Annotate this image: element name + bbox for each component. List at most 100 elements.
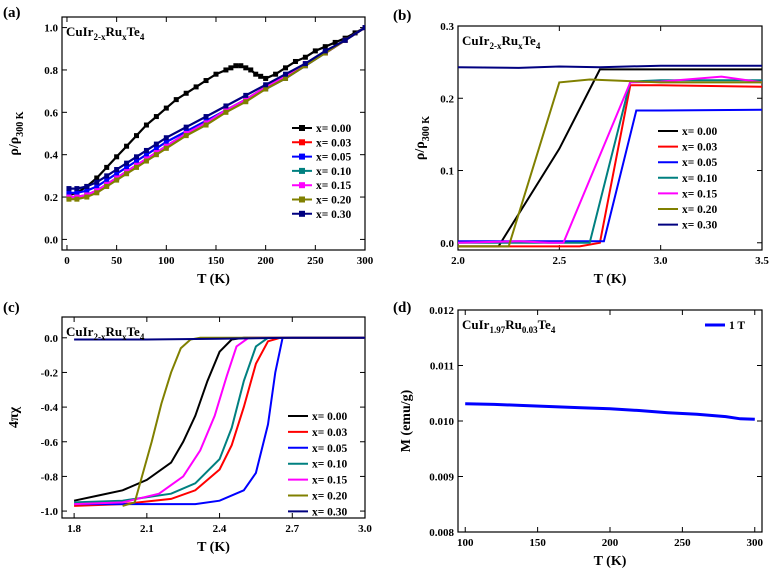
series-line [465,402,755,421]
series-6 [74,336,365,341]
y-tick-label: 0.012 [429,305,454,317]
legend-label: x= 0.30 [312,506,348,518]
legend-item: x= 0.10 [292,166,352,178]
data-point [134,133,140,139]
chart-panel-3: (d) 100 150 200 250 300 0.008 0.009 0.010 0.011 0.… [393,300,764,569]
legend-label: x= 0.03 [316,137,352,149]
data-point [243,92,249,98]
data-point [283,75,289,81]
data-point [203,122,209,128]
legend-item: x= 0.05 [658,157,718,169]
series-5 [458,78,762,248]
data-point [124,164,130,170]
y-tick-label: 1.0 [44,23,58,35]
x-tick-label-text: 250 [674,537,691,549]
compound-subscript: 0.03 [522,325,538,335]
panel-label-text: (b) [393,8,411,24]
x-tick-label: 150 [529,537,546,549]
x-tick-label-text: 2.0 [451,255,465,267]
x-tick-label: 0 [64,255,70,267]
legend-label-text: x= 0.10 [316,166,352,178]
legend-item: x= 0.03 [288,427,348,439]
legend-item: x= 0.03 [658,142,718,154]
x-tick-label-text: 2.4 [213,523,227,535]
x-tick-label-text: 300 [357,255,374,267]
y-tick-label: -0.2 [41,367,59,379]
x-axis-label-text: T (K) [594,272,627,287]
y-tick-label: 0.1 [440,166,454,178]
data-point [322,48,328,54]
data-point [263,82,269,88]
data-point [238,63,244,69]
data-point [94,179,100,185]
data-point [94,175,100,181]
legend-label: x= 0.30 [316,209,352,221]
y-axis-label-subscript: 300 K [421,116,432,142]
data-point [104,173,110,179]
legend-label-text: x= 0.30 [312,506,348,518]
y-tick-label-text: 0.2 [440,93,454,105]
compound-subscript: 4 [140,32,145,42]
legend-label: x= 0.30 [682,220,718,232]
data-point [84,194,90,200]
legend-item: x= 0.00 [658,126,718,138]
legend-label-text: x= 0.15 [316,180,352,192]
data-point [233,63,239,69]
data-point [163,145,169,151]
x-tick-label: 300 [357,255,374,267]
legend-label-text: x= 0.30 [682,220,718,232]
y-axis-label: M (emu/g) [399,389,414,452]
legend-item: x= 0.15 [292,180,352,192]
legend-label: x= 0.15 [682,188,718,200]
legend-label: x= 0.03 [682,142,718,154]
y-tick-label-text: 0.009 [429,472,454,484]
y-tick-label-text: 0.012 [429,305,454,317]
data-point [283,71,289,77]
series-2 [458,108,762,243]
x-tick-label-text: 2.1 [140,523,154,535]
x-tick-label: 1.8 [67,523,81,535]
data-point [124,171,130,177]
data-point [104,164,110,170]
series-line [74,336,365,506]
y-axis-label: ρ/ρ300 K [413,116,432,160]
legend-label-text: x= 0.03 [682,142,718,154]
x-tick-label-text: 150 [529,537,546,549]
legend-item: x= 0.30 [658,220,718,232]
compound-annotation: CuIr2-xRuxTe4 [462,33,541,51]
compound-part: Te [523,33,536,48]
y-tick-label: 0.010 [429,416,454,428]
data-point [203,114,209,120]
data-point [124,160,130,166]
legend-marker [299,153,305,160]
series-line [458,64,762,69]
data-point [66,196,72,202]
data-point [312,48,318,54]
data-point [134,154,140,160]
x-tick-label-text: 1.8 [67,523,81,535]
legend-label-text: 1 T [729,320,745,332]
legend-label-text: x= 0.10 [312,459,348,471]
data-point [163,135,169,141]
y-axis-label: 4πχ [7,406,22,428]
y-tick-label: 0.4 [44,150,58,162]
legend-item: x= 0.20 [292,195,352,207]
panel-label: (a) [3,5,21,21]
compound-subscript: 4 [536,41,541,51]
y-tick-label-text: 0.011 [430,361,454,373]
data-point [243,99,249,105]
data-point [143,158,149,164]
x-tick-label-text: 250 [307,255,324,267]
legend-item: x= 0.30 [292,209,352,221]
legend-item: 1 T [705,320,745,332]
x-tick-label-text: 0 [64,255,70,267]
y-axis-label-text: M (emu/g) [399,389,414,452]
data-point [258,73,264,79]
x-axis-label-text: T (K) [197,540,230,555]
x-tick-label-text: 150 [208,255,225,267]
legend-item: x= 0.00 [288,411,348,423]
x-tick-label-text: 100 [457,537,474,549]
y-tick-label: -0.4 [41,402,59,414]
legend-label-text: x= 0.05 [682,157,718,169]
y-tick-label: -1.0 [41,506,59,518]
